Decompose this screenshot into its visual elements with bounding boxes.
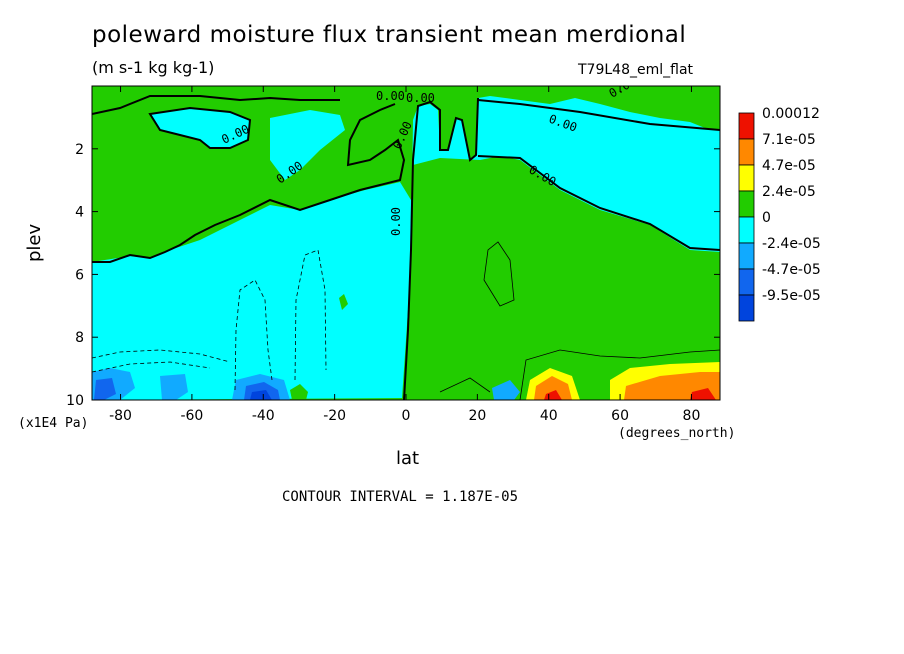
- negative-contours: [92, 249, 327, 391]
- zero-contour-top: [92, 95, 340, 115]
- cyan-patch-upper-sh: [150, 108, 250, 148]
- legend-swatch: [738, 190, 755, 218]
- neg-contour-3: [92, 349, 231, 363]
- legend-swatch: [738, 112, 755, 140]
- y-tick-label: 6: [75, 267, 84, 283]
- y-tick-label: 10: [66, 393, 84, 409]
- legend-level-label: 2.4e-05: [762, 184, 816, 200]
- zero-contour-sh: [92, 103, 406, 263]
- y-tick-label: 2: [75, 142, 84, 158]
- contour-fill-layer: 0.000.000.000.000.000.000.000.000.00: [92, 86, 720, 400]
- zero-contour-equator: [403, 97, 479, 400]
- y-tick-label: 4: [75, 205, 84, 221]
- x-axis-units: (degrees_north): [618, 426, 736, 441]
- legend-swatch: [738, 242, 755, 270]
- color-legend: 0.00012 7.1e-05 4.7e-05 2.4e-05 0 -2.4e-05 -4.…: [738, 106, 821, 322]
- legend-level-label: -2.4e-05: [762, 236, 821, 252]
- neg-contour-2: [294, 249, 327, 381]
- sh-lower-negative: [92, 182, 411, 400]
- sh-40s-negative-min: [250, 390, 272, 400]
- nh-upper-cyan: [478, 98, 720, 250]
- legend-level-label: 0: [762, 210, 771, 226]
- zero-contour-nh: [477, 155, 720, 251]
- x-tick-label: 20: [468, 408, 486, 424]
- nh-green-body: [404, 156, 720, 400]
- x-tick-label: 40: [540, 408, 558, 424]
- legend-swatch: [738, 138, 755, 166]
- contour-label: 0.00: [406, 91, 435, 105]
- cyan-patch-upper-sh-2: [270, 110, 345, 180]
- contour-label: 0.00: [389, 207, 403, 236]
- y-axis-ticks: 2 4 6 8 10: [66, 142, 720, 409]
- sh-30s-positive: [290, 384, 308, 400]
- legend-swatch: [738, 164, 755, 192]
- legend-swatch: [738, 216, 755, 244]
- legend-swatch: [738, 268, 755, 296]
- legend-level-label: 7.1e-05: [762, 132, 816, 148]
- zero-contour-patch: [148, 106, 252, 149]
- x-tick-label: -20: [323, 408, 346, 424]
- x-axis-ticks: -80 -60 -40 -20 0 20 40 60 80: [109, 86, 700, 424]
- legend-level-label: -4.7e-05: [762, 262, 821, 278]
- legend-swatch: [738, 294, 755, 322]
- eq-surface-negative: [492, 380, 520, 400]
- green-island: [339, 294, 348, 310]
- sh-surface-negative-core: [94, 378, 116, 400]
- nh-80-positive-red: [690, 388, 716, 400]
- pos-contour-3: [439, 377, 491, 393]
- chart-title: poleward moisture flux transient mean me…: [92, 22, 687, 48]
- contour-interval-text: CONTOUR INTERVAL = 1.187E-05: [282, 489, 519, 505]
- nh-40-positive-orange: [534, 376, 572, 400]
- chart-subtitle: (m s-1 kg kg-1): [92, 58, 215, 77]
- x-tick-label: -40: [252, 408, 275, 424]
- legend-level-label: 0.00012: [762, 106, 820, 122]
- legend-level-label: -9.5e-05: [762, 288, 821, 304]
- x-tick-label: -80: [109, 408, 132, 424]
- neg-contour-4: [92, 361, 211, 373]
- sh-surface-negative-2: [160, 374, 188, 400]
- zero-contours: [92, 95, 720, 400]
- dataset-label: T79L48_eml_flat: [578, 62, 694, 78]
- contour-label: 0.00: [376, 89, 405, 103]
- zero-contour-upper-nh: [477, 99, 720, 131]
- neg-contour-1: [234, 279, 273, 391]
- y-tick-label: 8: [75, 330, 84, 346]
- legend-level-label: 4.7e-05: [762, 158, 816, 174]
- pos-contour-1: [483, 241, 515, 307]
- x-axis-label: lat: [396, 448, 420, 469]
- x-tick-label: -60: [180, 408, 203, 424]
- x-tick-label: 0: [402, 408, 411, 424]
- x-tick-label: 60: [611, 408, 629, 424]
- positive-contours: [439, 241, 720, 400]
- y-axis-units: (x1E4 Pa): [18, 416, 89, 431]
- x-tick-label: 80: [683, 408, 701, 424]
- pos-contour-2: [519, 349, 720, 400]
